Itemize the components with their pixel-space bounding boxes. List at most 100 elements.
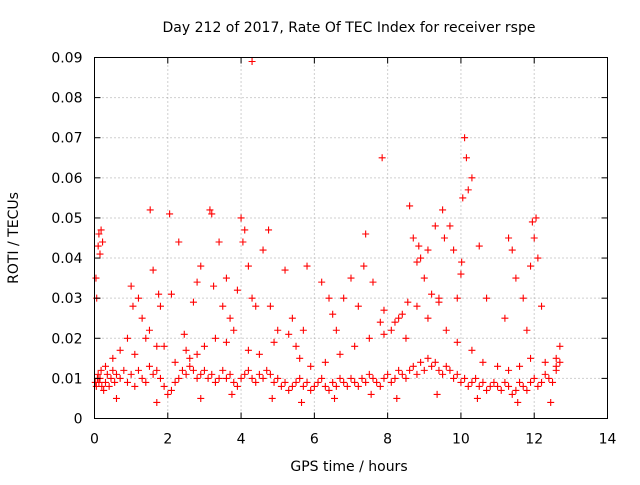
data-point xyxy=(528,218,536,226)
data-point xyxy=(395,366,403,374)
data-point xyxy=(523,386,531,394)
data-point xyxy=(464,186,472,194)
data-point xyxy=(384,370,392,378)
data-point xyxy=(490,378,498,386)
data-point xyxy=(431,222,439,230)
data-point xyxy=(241,226,249,234)
data-point xyxy=(505,234,513,242)
data-point xyxy=(369,374,377,382)
data-point xyxy=(314,378,322,386)
data-point xyxy=(200,366,208,374)
data-point xyxy=(457,270,465,278)
data-point xyxy=(354,302,362,310)
data-point xyxy=(508,390,516,398)
data-point xyxy=(175,374,183,382)
data-point xyxy=(237,214,245,222)
data-point xyxy=(307,386,315,394)
data-point xyxy=(296,354,304,362)
data-point xyxy=(244,366,252,374)
data-point xyxy=(266,302,274,310)
data-point xyxy=(501,378,509,386)
data-point xyxy=(358,374,366,382)
data-point xyxy=(142,334,150,342)
data-point xyxy=(541,370,549,378)
data-point xyxy=(145,362,153,370)
data-point xyxy=(398,370,406,378)
data-point xyxy=(453,370,461,378)
data-point xyxy=(547,398,555,406)
data-point xyxy=(486,382,494,390)
data-point xyxy=(527,354,535,362)
data-point xyxy=(362,378,370,386)
data-point xyxy=(160,382,168,390)
data-point xyxy=(409,362,417,370)
data-point xyxy=(259,374,267,382)
data-point xyxy=(462,154,470,162)
data-point xyxy=(351,342,359,350)
data-point xyxy=(164,390,172,398)
data-point xyxy=(468,346,476,354)
data-point xyxy=(244,346,252,354)
data-point xyxy=(281,378,289,386)
data-point xyxy=(127,370,135,378)
data-point xyxy=(222,338,230,346)
data-point xyxy=(189,298,197,306)
data-point xyxy=(413,370,421,378)
y-tick-label: 0.04 xyxy=(51,251,82,267)
data-point xyxy=(459,194,467,202)
data-point xyxy=(530,374,538,382)
data-point xyxy=(208,370,216,378)
data-point xyxy=(167,290,175,298)
x-tick-label: 2 xyxy=(163,432,172,448)
data-point xyxy=(321,382,329,390)
data-point xyxy=(391,374,399,382)
data-point xyxy=(259,246,267,254)
data-point xyxy=(145,326,153,334)
data-point xyxy=(303,378,311,386)
data-point xyxy=(433,390,441,398)
data-point xyxy=(285,330,293,338)
data-point xyxy=(107,374,115,382)
plot-frame xyxy=(94,57,608,419)
data-point xyxy=(527,378,535,386)
axis-ticks: 0 2 4 6 8 10 12 14 0 0.01 0.02 0.03 0.04 0.05 0.06 0.07… xyxy=(51,51,616,448)
data-point xyxy=(299,326,307,334)
data-point xyxy=(116,374,124,382)
y-tick-label: 0.01 xyxy=(51,371,82,387)
data-point xyxy=(222,374,230,382)
y-tick-label: 0.05 xyxy=(51,211,82,227)
data-point xyxy=(138,314,146,322)
data-point xyxy=(97,226,105,234)
data-point xyxy=(380,306,388,314)
data-point xyxy=(307,362,315,370)
data-point xyxy=(318,278,326,286)
data-point xyxy=(365,370,373,378)
data-point xyxy=(508,246,516,254)
data-point xyxy=(406,202,414,210)
data-point xyxy=(450,374,458,382)
data-point xyxy=(160,342,168,350)
data-point xyxy=(332,382,340,390)
x-tick-label: 10 xyxy=(452,432,470,448)
data-point xyxy=(516,362,524,370)
data-point xyxy=(439,206,447,214)
data-point xyxy=(420,274,428,282)
data-point xyxy=(417,358,425,366)
data-point xyxy=(189,366,197,374)
data-point xyxy=(325,386,333,394)
x-tick-label: 4 xyxy=(237,432,246,448)
data-point xyxy=(248,58,256,66)
data-point xyxy=(182,346,190,354)
data-point xyxy=(112,370,120,378)
y-tick-label: 0.02 xyxy=(51,331,82,347)
data-point xyxy=(318,374,326,382)
data-point xyxy=(186,362,194,370)
data-point xyxy=(393,394,401,402)
y-tick-label: 0.07 xyxy=(51,131,82,147)
data-point xyxy=(200,342,208,350)
data-point xyxy=(156,374,164,382)
data-point xyxy=(230,378,238,386)
data-point xyxy=(336,350,344,358)
data-point xyxy=(336,374,344,382)
